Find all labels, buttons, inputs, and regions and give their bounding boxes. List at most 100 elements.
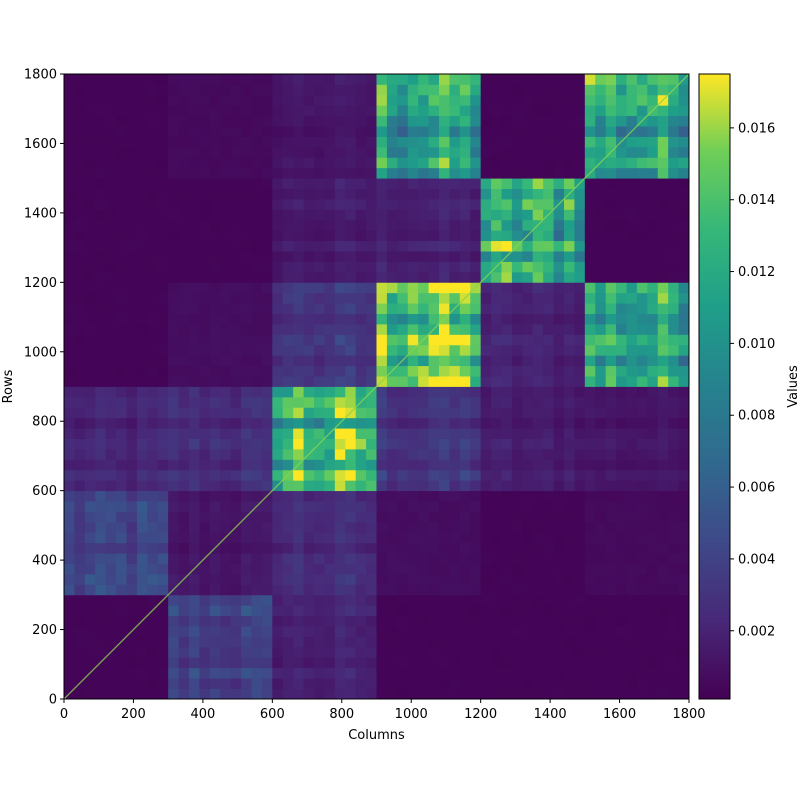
heatmap-cell [428,646,440,658]
heatmap-cell [407,407,419,419]
heatmap-cell [543,240,554,252]
heatmap-cell [449,209,461,221]
heatmap-cell [74,271,86,283]
heatmap-cell [84,271,96,283]
heatmap-cell [564,303,575,314]
heatmap-cell [282,188,294,200]
heatmap-cell [74,396,86,408]
heatmap-cell [459,594,471,606]
heatmap-cell [543,626,554,637]
heatmap-cell [147,480,159,492]
heatmap-cell [95,469,107,481]
heatmap-cell [168,146,179,158]
heatmap-cell [647,376,659,387]
heatmap-cell [626,584,638,596]
heatmap-cell [324,199,336,210]
heatmap-cell [418,209,429,221]
heatmap-cell [314,167,325,179]
heatmap-cell [678,438,689,450]
heatmap-cell [314,459,325,471]
heatmap-cell [209,219,221,231]
heatmap-cell [480,667,492,679]
heatmap-cell [303,251,315,262]
heatmap-cell [272,594,284,606]
heatmap-cell [324,490,336,502]
heatmap-cell [334,261,346,273]
heatmap-cell [178,553,190,564]
heatmap-cell [386,657,398,669]
heatmap-cell [501,469,513,481]
heatmap-cell [636,365,648,377]
heatmap-cell [84,282,96,294]
heatmap-cell [428,688,440,699]
heatmap-cell [116,334,127,346]
heatmap-cell [272,417,284,429]
heatmap-cell [136,365,148,377]
heatmap-cell [136,428,148,439]
heatmap-cell [74,199,86,210]
heatmap-cell [439,480,450,492]
heatmap-cell [272,84,284,96]
heatmap-cell [480,146,492,158]
heatmap-cell [407,240,419,252]
heatmap-cell [532,188,544,200]
heatmap-cell [470,126,482,137]
heatmap-cell [272,521,284,533]
heatmap-cell [261,126,273,137]
heatmap-cell [397,449,409,460]
heatmap-cell [230,438,242,450]
heatmap-cell [428,105,440,117]
heatmap-cell [678,334,689,346]
heatmap-cell [397,219,409,231]
heatmap-cell [501,688,513,699]
heatmap-cell [220,501,232,512]
heatmap-cell [376,365,388,377]
heatmap-cell [480,688,492,699]
heatmap-cell [272,490,284,502]
heatmap-cell [532,657,544,669]
heatmap-cell [241,365,252,377]
heatmap-cell [147,657,159,669]
heatmap-cell [334,542,346,554]
heatmap-cell [230,355,242,367]
heatmap-cell [574,563,586,575]
heatmap-cell [418,94,429,106]
heatmap-cell [345,324,357,335]
heatmap-cell [84,94,96,106]
heatmap-cell [626,574,638,585]
heatmap-cell [605,240,617,252]
heatmap-cell [95,199,107,210]
heatmap-cell [272,407,284,419]
heatmap-cell [126,365,138,377]
heatmap-cell [126,646,138,658]
heatmap-cell [397,84,409,96]
heatmap-cell [449,292,461,304]
heatmap-cell [116,688,127,699]
heatmap-cell [126,230,138,242]
heatmap-cell [397,532,409,544]
heatmap-cell [626,292,638,304]
heatmap-cell [428,146,440,158]
heatmap-cell [334,688,346,699]
heatmap-cell [543,532,554,544]
heatmap-cell [407,480,419,492]
heatmap-cell [355,511,367,523]
heatmap-cell [376,344,388,356]
heatmap-cell [157,84,169,96]
heatmap-cell [95,615,107,627]
heatmap-cell [189,188,200,200]
y-tick-label: 800 [32,415,57,430]
heatmap-cell [397,324,409,335]
heatmap-cell [553,105,565,117]
heatmap-cell [491,511,502,523]
heatmap-cell [480,94,492,106]
heatmap-cell [324,594,336,606]
heatmap-cell [136,407,148,419]
heatmap-cell [84,167,96,179]
heatmap-cell [157,646,169,658]
heatmap-cell [428,626,440,637]
heatmap-cell [178,594,190,606]
heatmap-cell [209,532,221,544]
heatmap-cell [64,115,75,127]
heatmap-cell [251,282,263,294]
